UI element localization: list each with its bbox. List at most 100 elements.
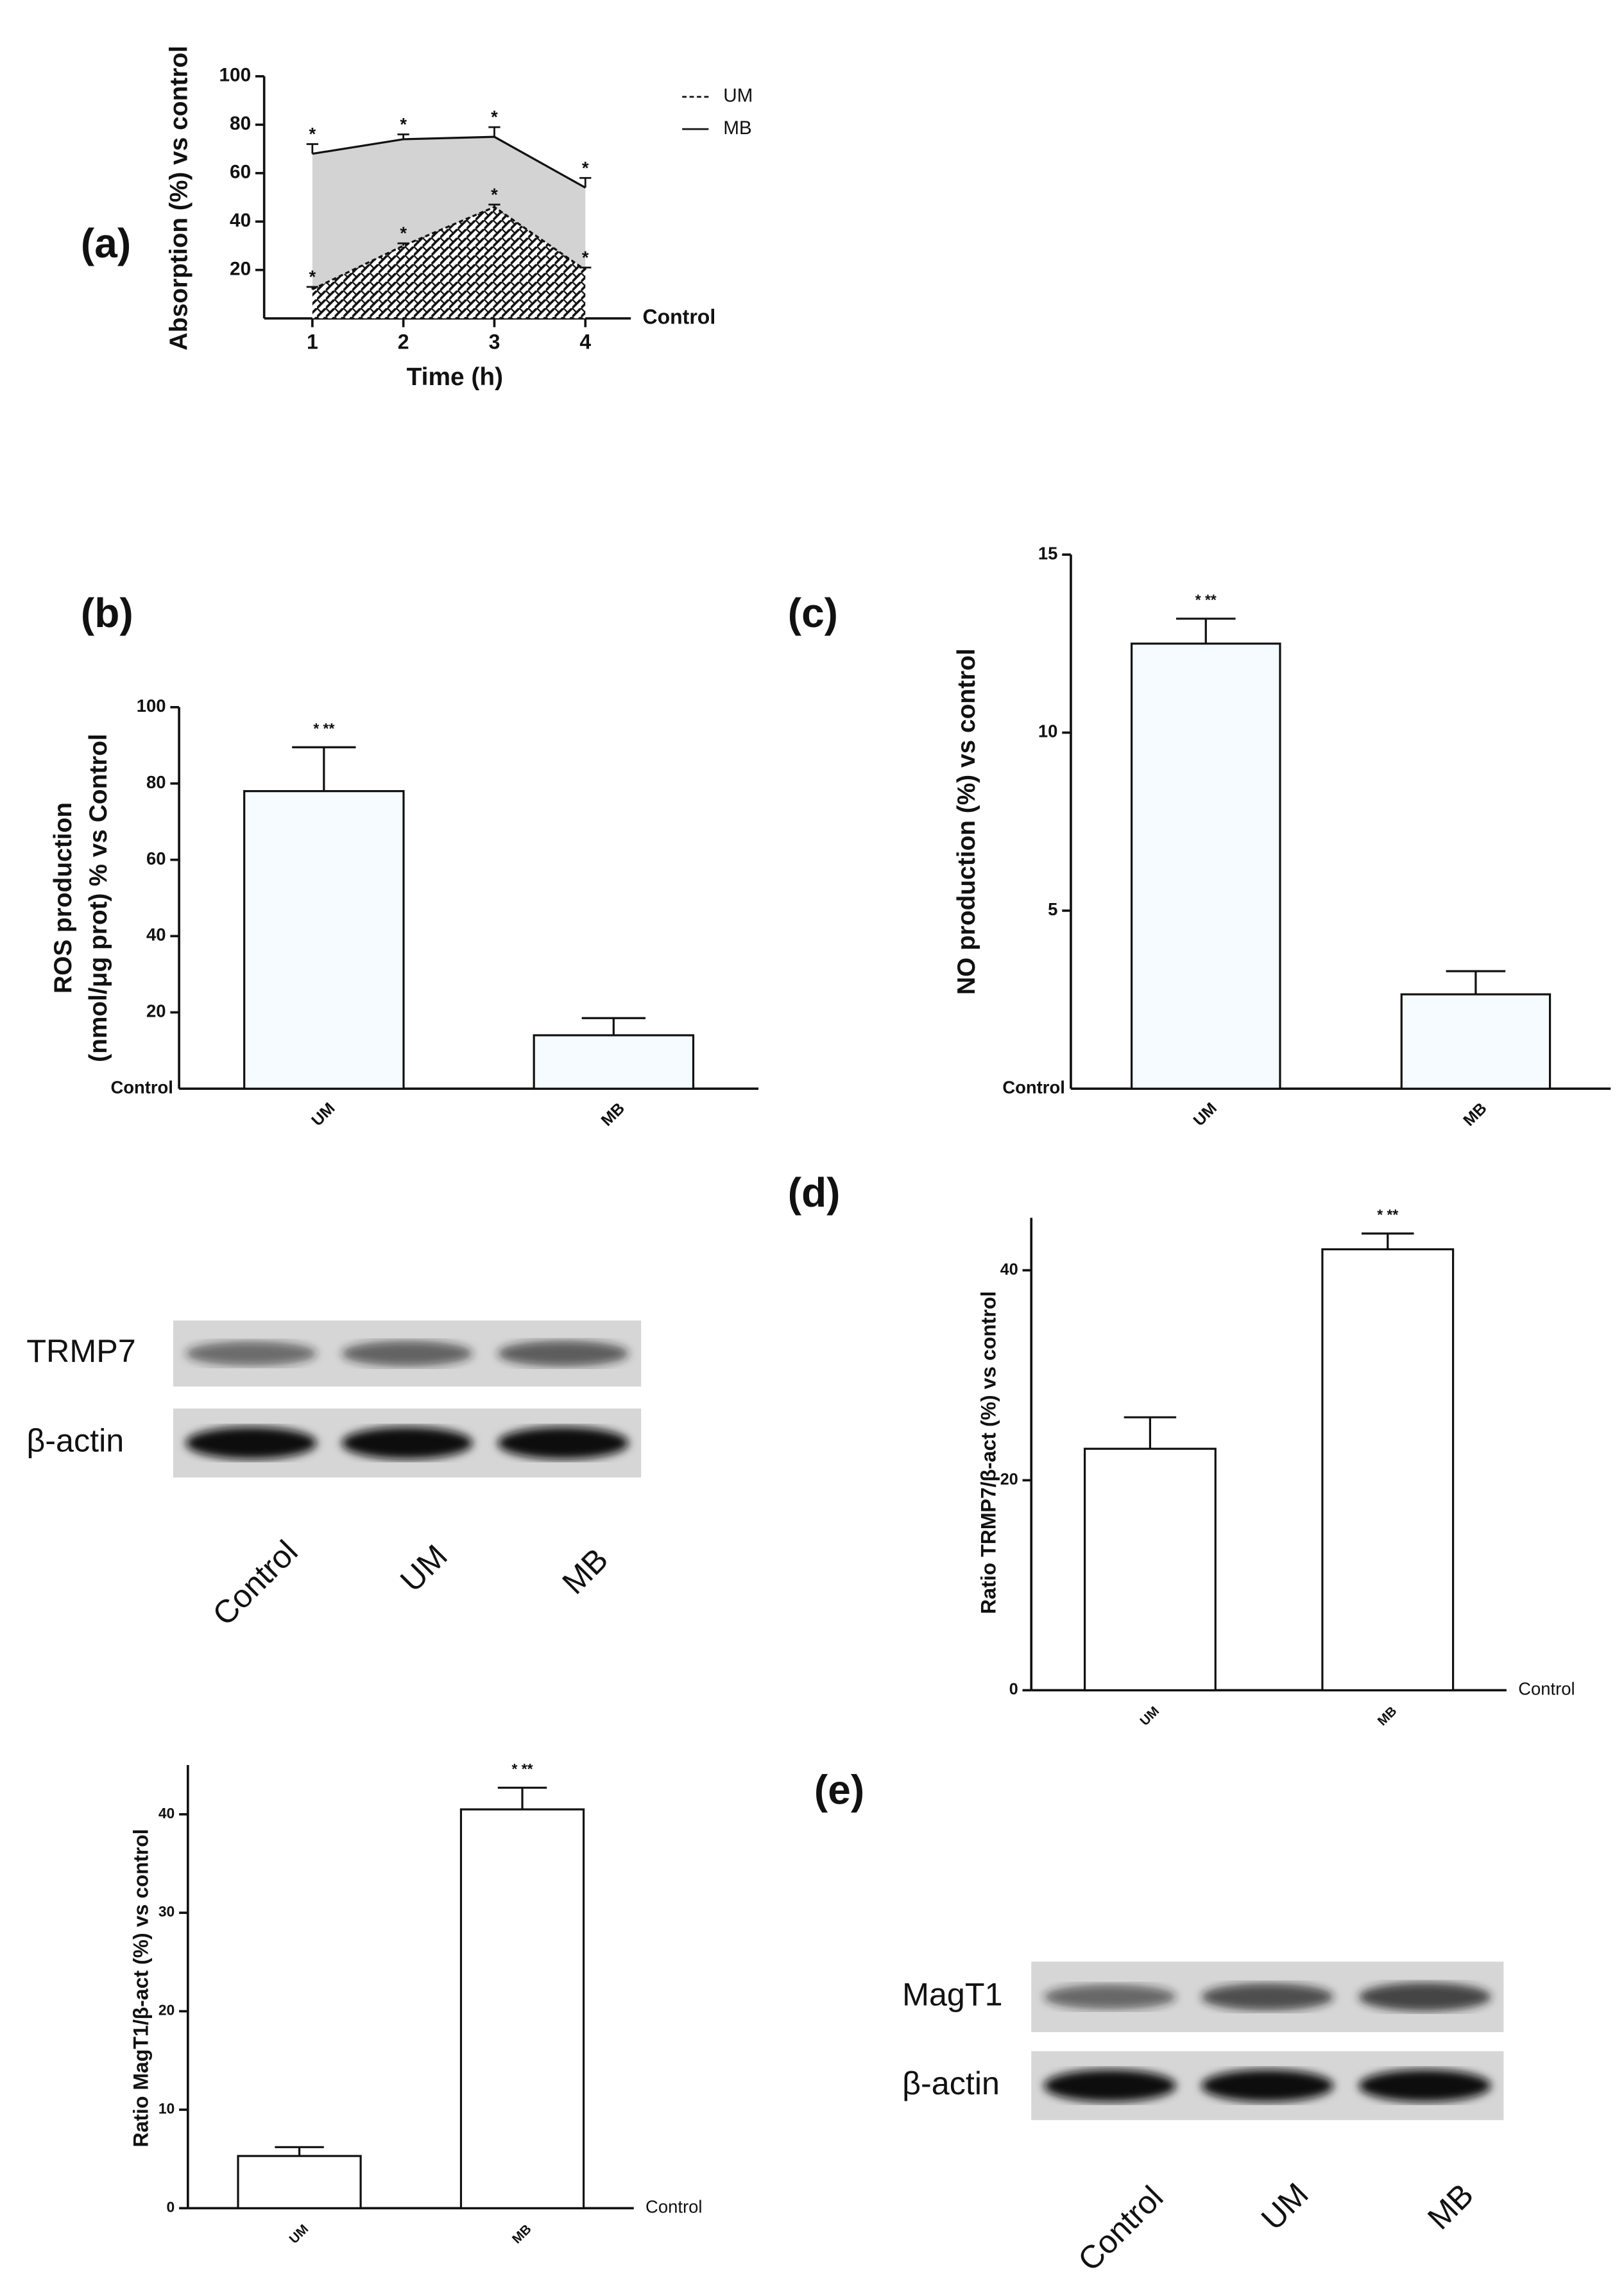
blot-row-label: β-actin xyxy=(902,2065,1000,2101)
panel-label: (a) xyxy=(81,220,131,266)
significance: * xyxy=(400,223,407,243)
y-axis-label: ROS production xyxy=(49,802,77,994)
baseline-label: Control xyxy=(1518,1679,1575,1699)
y-tick-label: 40 xyxy=(146,925,166,945)
error-bar xyxy=(488,126,500,137)
area-under xyxy=(312,207,586,319)
error-bar xyxy=(397,134,409,139)
panel-label: (e) xyxy=(814,1766,864,1813)
x-tick-label: MB xyxy=(509,2221,534,2246)
baseline-label: Control xyxy=(642,306,715,329)
blot-band xyxy=(185,1427,317,1460)
y-tick-label: 0 xyxy=(1009,1680,1018,1698)
error-bar xyxy=(1362,1232,1414,1250)
bar xyxy=(1400,993,1551,1090)
y-tick-label: 30 xyxy=(158,1903,175,1920)
y-tick-label: 40 xyxy=(1000,1261,1018,1279)
y-axis-label: Ratio MagT1/β-act (%) vs control xyxy=(129,1829,152,2148)
x-tick-label: 1 xyxy=(307,330,318,353)
significance: * xyxy=(491,184,498,204)
y-tick-label: 10 xyxy=(158,2100,175,2117)
significance: * ** xyxy=(313,720,334,737)
x-tick-label: UM xyxy=(1137,1703,1162,1728)
error-bar xyxy=(1124,1416,1177,1449)
y-tick-label: 20 xyxy=(146,1001,166,1021)
y-axis-label: (nmol/μg prot) % vs Control xyxy=(85,734,112,1062)
error-bar xyxy=(1176,617,1236,644)
error-bar xyxy=(579,266,592,270)
y-tick-label: 40 xyxy=(230,210,251,231)
y-tick-label: 10 xyxy=(1038,721,1058,741)
blot-band xyxy=(1358,1983,1491,2012)
x-tick-label: MB xyxy=(1375,1703,1400,1728)
y-tick-label: 20 xyxy=(158,2002,175,2019)
y-tick-label: 100 xyxy=(219,65,252,86)
blot-row-label: MagT1 xyxy=(902,1976,1003,2013)
x-axis-label: Time (h) xyxy=(407,363,503,391)
bar xyxy=(243,790,405,1090)
series-line xyxy=(312,205,586,291)
bar xyxy=(1131,642,1281,1090)
significance: * xyxy=(491,107,498,127)
x-tick-label: 2 xyxy=(398,330,409,353)
bar xyxy=(237,2155,362,2210)
blot-band xyxy=(185,1341,317,1366)
x-tick-label: UM xyxy=(308,1099,338,1130)
y-axis-label: Ratio TRMP7/β-act (%) vs control xyxy=(977,1291,1000,1614)
bar xyxy=(1083,1447,1217,1692)
y-tick-label: 0 xyxy=(167,2198,175,2215)
bar xyxy=(1321,1248,1455,1692)
x-tick-label: UM xyxy=(1190,1099,1220,1130)
blot-lane-label: MB xyxy=(555,1541,615,1601)
significance: * xyxy=(582,158,589,178)
x-tick-label: 4 xyxy=(579,330,591,353)
panel-label: (d) xyxy=(788,1169,841,1216)
series-line xyxy=(312,135,586,189)
y-tick-label: 5 xyxy=(1048,899,1057,919)
blot-row-label: β-actin xyxy=(26,1422,124,1459)
blot-band xyxy=(1201,1983,1334,2011)
blot-band xyxy=(497,1340,629,1366)
blot-band xyxy=(1043,1984,1176,2010)
y-tick-label: 60 xyxy=(146,849,166,868)
blot-band xyxy=(341,1427,473,1460)
significance: * ** xyxy=(512,1761,533,1777)
significance: * xyxy=(400,114,407,134)
blot-band xyxy=(1358,2069,1491,2102)
error-bar xyxy=(497,1786,547,1810)
error-bar xyxy=(1446,970,1506,995)
baseline-label: Control xyxy=(1002,1077,1064,1097)
error-bar xyxy=(306,286,318,289)
bar xyxy=(459,1808,585,2210)
blot-band xyxy=(497,1427,629,1460)
blot-lane-label: MB xyxy=(1421,2176,1481,2237)
significance: * xyxy=(309,267,316,287)
area-between xyxy=(312,137,586,289)
panel-label: (c) xyxy=(788,590,838,636)
error-bar xyxy=(397,242,409,246)
y-tick-label: 20 xyxy=(230,258,251,279)
significance: * xyxy=(582,247,589,267)
error-bar xyxy=(488,203,500,207)
significance: * ** xyxy=(1377,1207,1398,1223)
error-bar xyxy=(292,746,356,791)
bar xyxy=(533,1034,695,1090)
y-axis-label: NO production (%) vs control xyxy=(953,648,980,995)
baseline-label: Control xyxy=(110,1077,173,1097)
x-tick-label: MB xyxy=(598,1099,628,1130)
blot-lane-label: UM xyxy=(1254,2176,1315,2237)
y-tick-label: 15 xyxy=(1038,543,1058,563)
significance: * xyxy=(309,124,316,144)
error-bar xyxy=(581,1017,645,1035)
blot-lane-label: Control xyxy=(1071,2178,1170,2278)
blot-row-label: TRMP7 xyxy=(26,1332,135,1369)
legend-label: UM xyxy=(723,85,753,107)
blot-band xyxy=(1043,2069,1176,2102)
panel-label: (b) xyxy=(81,590,133,636)
y-axis-label: Absorption (%) vs control xyxy=(166,46,193,350)
blot-lane-label: UM xyxy=(393,1537,454,1599)
blot-lane-label: Control xyxy=(205,1533,305,1632)
x-tick-label: MB xyxy=(1460,1099,1490,1130)
